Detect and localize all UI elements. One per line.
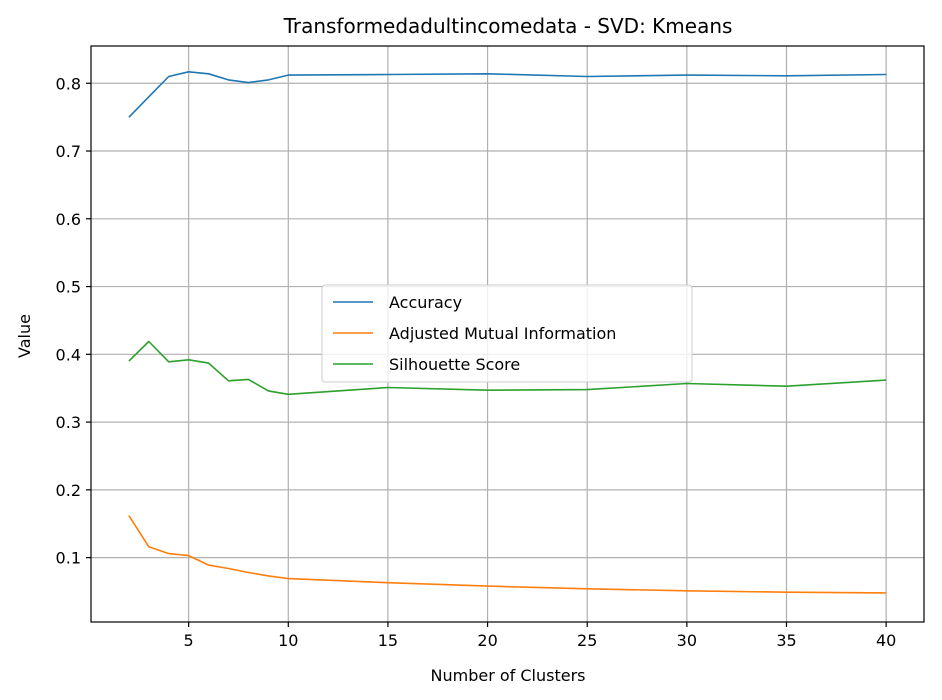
- y-axis-label: Value: [15, 314, 34, 358]
- legend-box: [321, 284, 693, 383]
- y-tick-label: 0.2: [56, 481, 81, 500]
- x-tick-label: 5: [184, 631, 194, 650]
- plot-frame: [90, 45, 925, 623]
- series-line-silhouette-score: [128, 340, 887, 396]
- x-tick-label: 15: [378, 631, 398, 650]
- x-tick-label: 10: [278, 631, 298, 650]
- y-tick-label: 0.6: [56, 210, 81, 229]
- x-tick-label: 35: [776, 631, 796, 650]
- x-axis-ticks: 5 10 15 20 25 30 35 40: [184, 622, 896, 650]
- y-tick-label: 0.7: [56, 142, 81, 161]
- x-tick-label: 40: [876, 631, 896, 650]
- y-axis-ticks: 0.1 0.2 0.3 0.4 0.5 0.6 0.7 0.8: [56, 74, 91, 568]
- legend-label-silhouette-score: Silhouette Score: [389, 355, 520, 374]
- series-line-adjusted-mutual-information: [128, 515, 887, 594]
- y-tick-label: 0.3: [56, 413, 81, 432]
- x-tick-label: 25: [577, 631, 597, 650]
- legend-label-adjusted-mutual-information: Adjusted Mutual Information: [389, 324, 616, 343]
- x-axis-label: Number of Clusters: [431, 666, 586, 685]
- chart-title: Transformedadultincomedata - SVD: Kmeans: [283, 14, 733, 38]
- y-tick-label: 0.1: [56, 549, 81, 568]
- legend-label-accuracy: Accuracy: [389, 293, 462, 312]
- y-tick-label: 0.4: [56, 345, 81, 364]
- y-tick-label: 0.8: [56, 74, 81, 93]
- series-line-accuracy: [128, 71, 887, 118]
- legend: Accuracy Adjusted Mutual Information Silho…: [321, 284, 693, 383]
- y-tick-label: 0.5: [56, 278, 81, 297]
- x-tick-label: 20: [477, 631, 497, 650]
- series-lines: [128, 71, 887, 594]
- x-tick-label: 30: [677, 631, 697, 650]
